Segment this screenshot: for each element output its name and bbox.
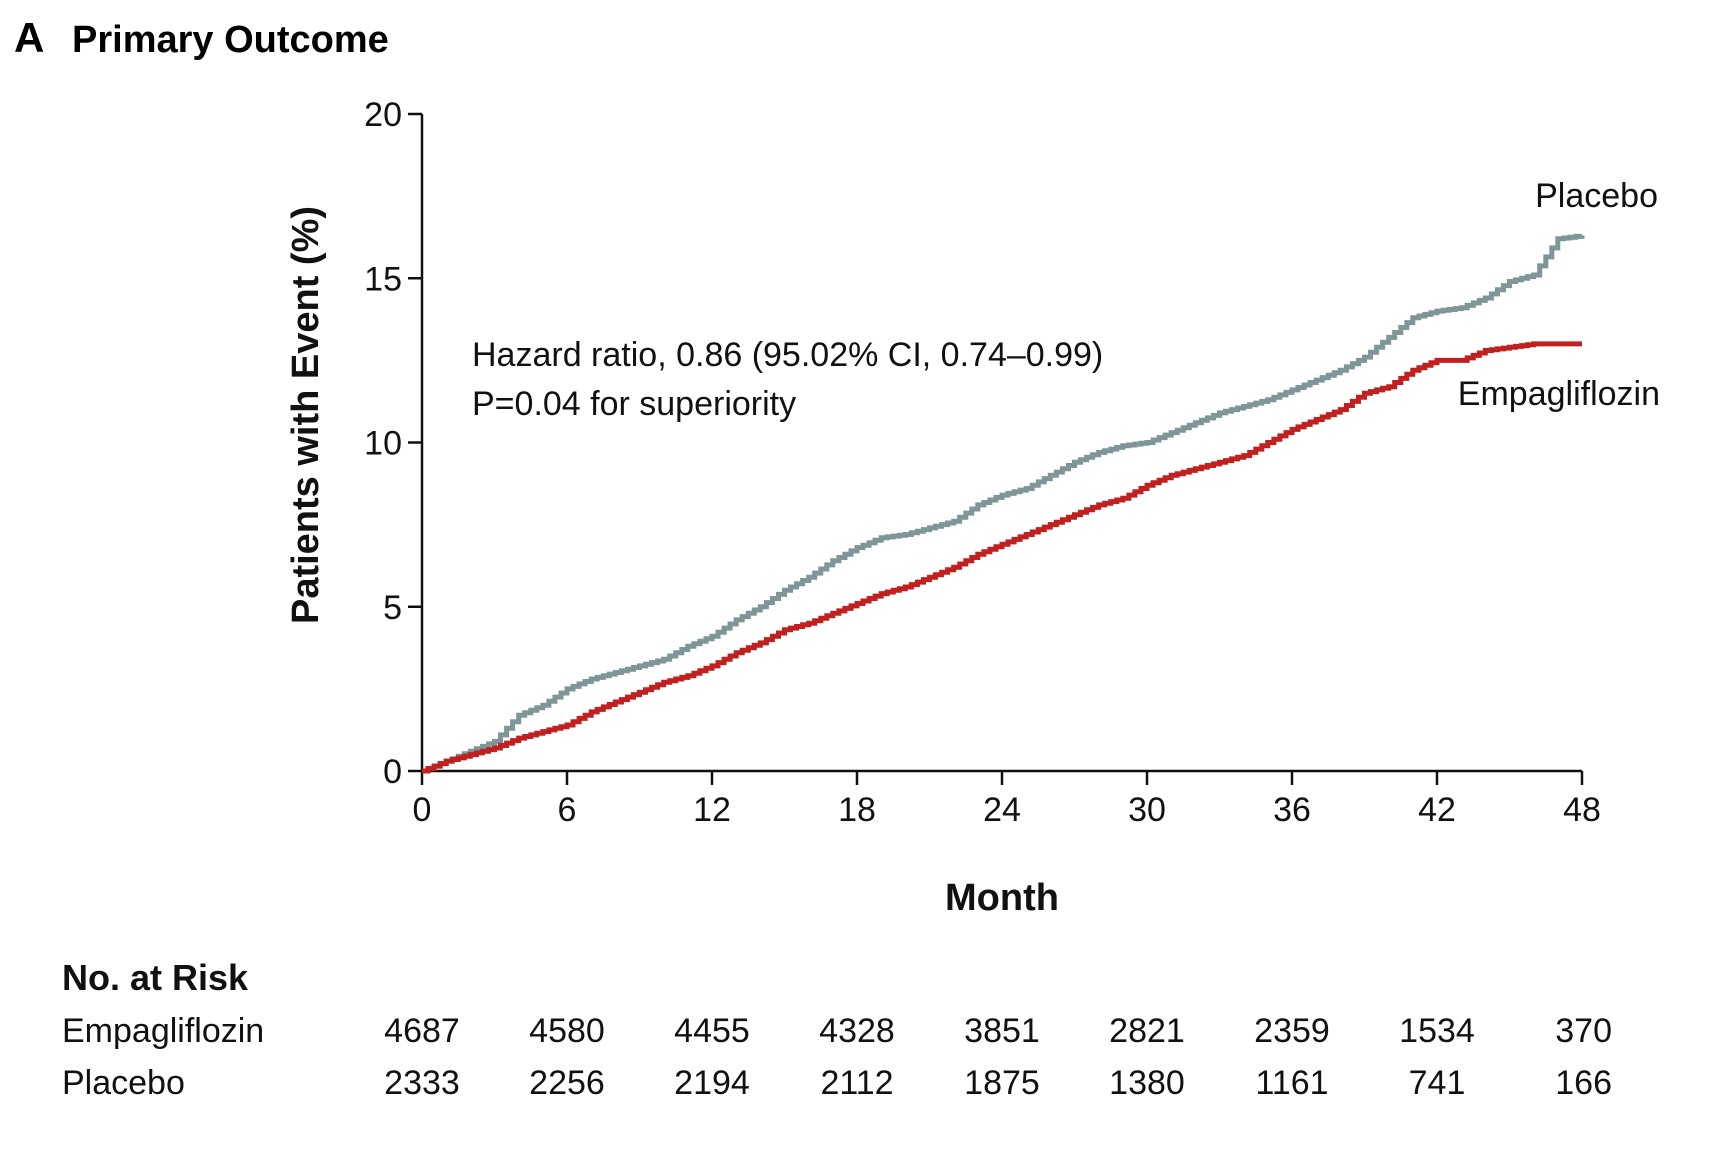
y-ticks: 0 5 10 15 20: [364, 96, 422, 791]
y-tick-label: 10: [364, 425, 402, 463]
chart-axes: [420, 114, 1582, 773]
risk-value: 2256: [529, 1064, 605, 1102]
risk-value: 741: [1409, 1064, 1466, 1102]
risk-value: 4687: [384, 1012, 460, 1050]
x-tick-label: 0: [413, 791, 432, 829]
panel-title: Primary Outcome: [72, 19, 389, 61]
y-tick-label: 20: [364, 96, 402, 134]
x-ticks: 0 6 12 18 24 30 36 42 48: [413, 771, 1601, 829]
y-tick-label: 0: [383, 753, 402, 791]
risk-value: 4580: [529, 1012, 605, 1050]
risk-value: 1380: [1109, 1064, 1185, 1102]
risk-value: 3851: [964, 1012, 1040, 1050]
x-tick-label: 24: [983, 791, 1021, 829]
p-value-annotation: P=0.04 for superiority: [472, 385, 796, 423]
risk-value: 1161: [1255, 1064, 1328, 1102]
hazard-ratio-annotation: Hazard ratio, 0.86 (95.02% CI, 0.74–0.99…: [472, 336, 1103, 374]
x-tick-label: 36: [1273, 791, 1311, 829]
risk-value: 4328: [819, 1012, 895, 1050]
x-tick-label: 48: [1563, 791, 1601, 829]
y-tick-label: 5: [383, 589, 402, 627]
risk-value: 2333: [384, 1064, 460, 1102]
risk-table-values: 4687 4580 4455 4328 3851 2821 2359 1534 370 2333 2…: [384, 1012, 1612, 1102]
x-axis-title: Month: [945, 877, 1059, 919]
x-tick-label: 18: [838, 791, 876, 829]
y-tick-label: 15: [364, 260, 402, 298]
series-label-empagliflozin: Empagliflozin: [1458, 375, 1660, 413]
risk-table-heading: No. at Risk: [62, 957, 249, 998]
risk-value: 4455: [674, 1012, 750, 1050]
risk-value: 370: [1555, 1012, 1612, 1050]
risk-value: 2194: [674, 1064, 750, 1102]
x-tick-label: 12: [693, 791, 731, 829]
y-axis-title: Patients with Event (%): [285, 206, 327, 624]
series-line-placebo: [422, 233, 1585, 774]
x-tick-label: 30: [1128, 791, 1166, 829]
panel-letter: A: [14, 14, 44, 61]
x-tick-label: 42: [1418, 791, 1456, 829]
risk-value: 2112: [820, 1064, 893, 1102]
risk-row-label-placebo: Placebo: [62, 1064, 185, 1102]
risk-value: 2821: [1109, 1012, 1185, 1050]
risk-value: 1534: [1399, 1012, 1475, 1050]
risk-row-label-empagliflozin: Empagliflozin: [62, 1012, 264, 1050]
risk-value: 1875: [964, 1064, 1040, 1102]
x-tick-label: 6: [558, 791, 577, 829]
risk-value: 2359: [1254, 1012, 1330, 1050]
risk-value: 166: [1555, 1064, 1612, 1102]
series-line-empagliflozin: [422, 341, 1582, 774]
series-label-placebo: Placebo: [1535, 177, 1658, 215]
